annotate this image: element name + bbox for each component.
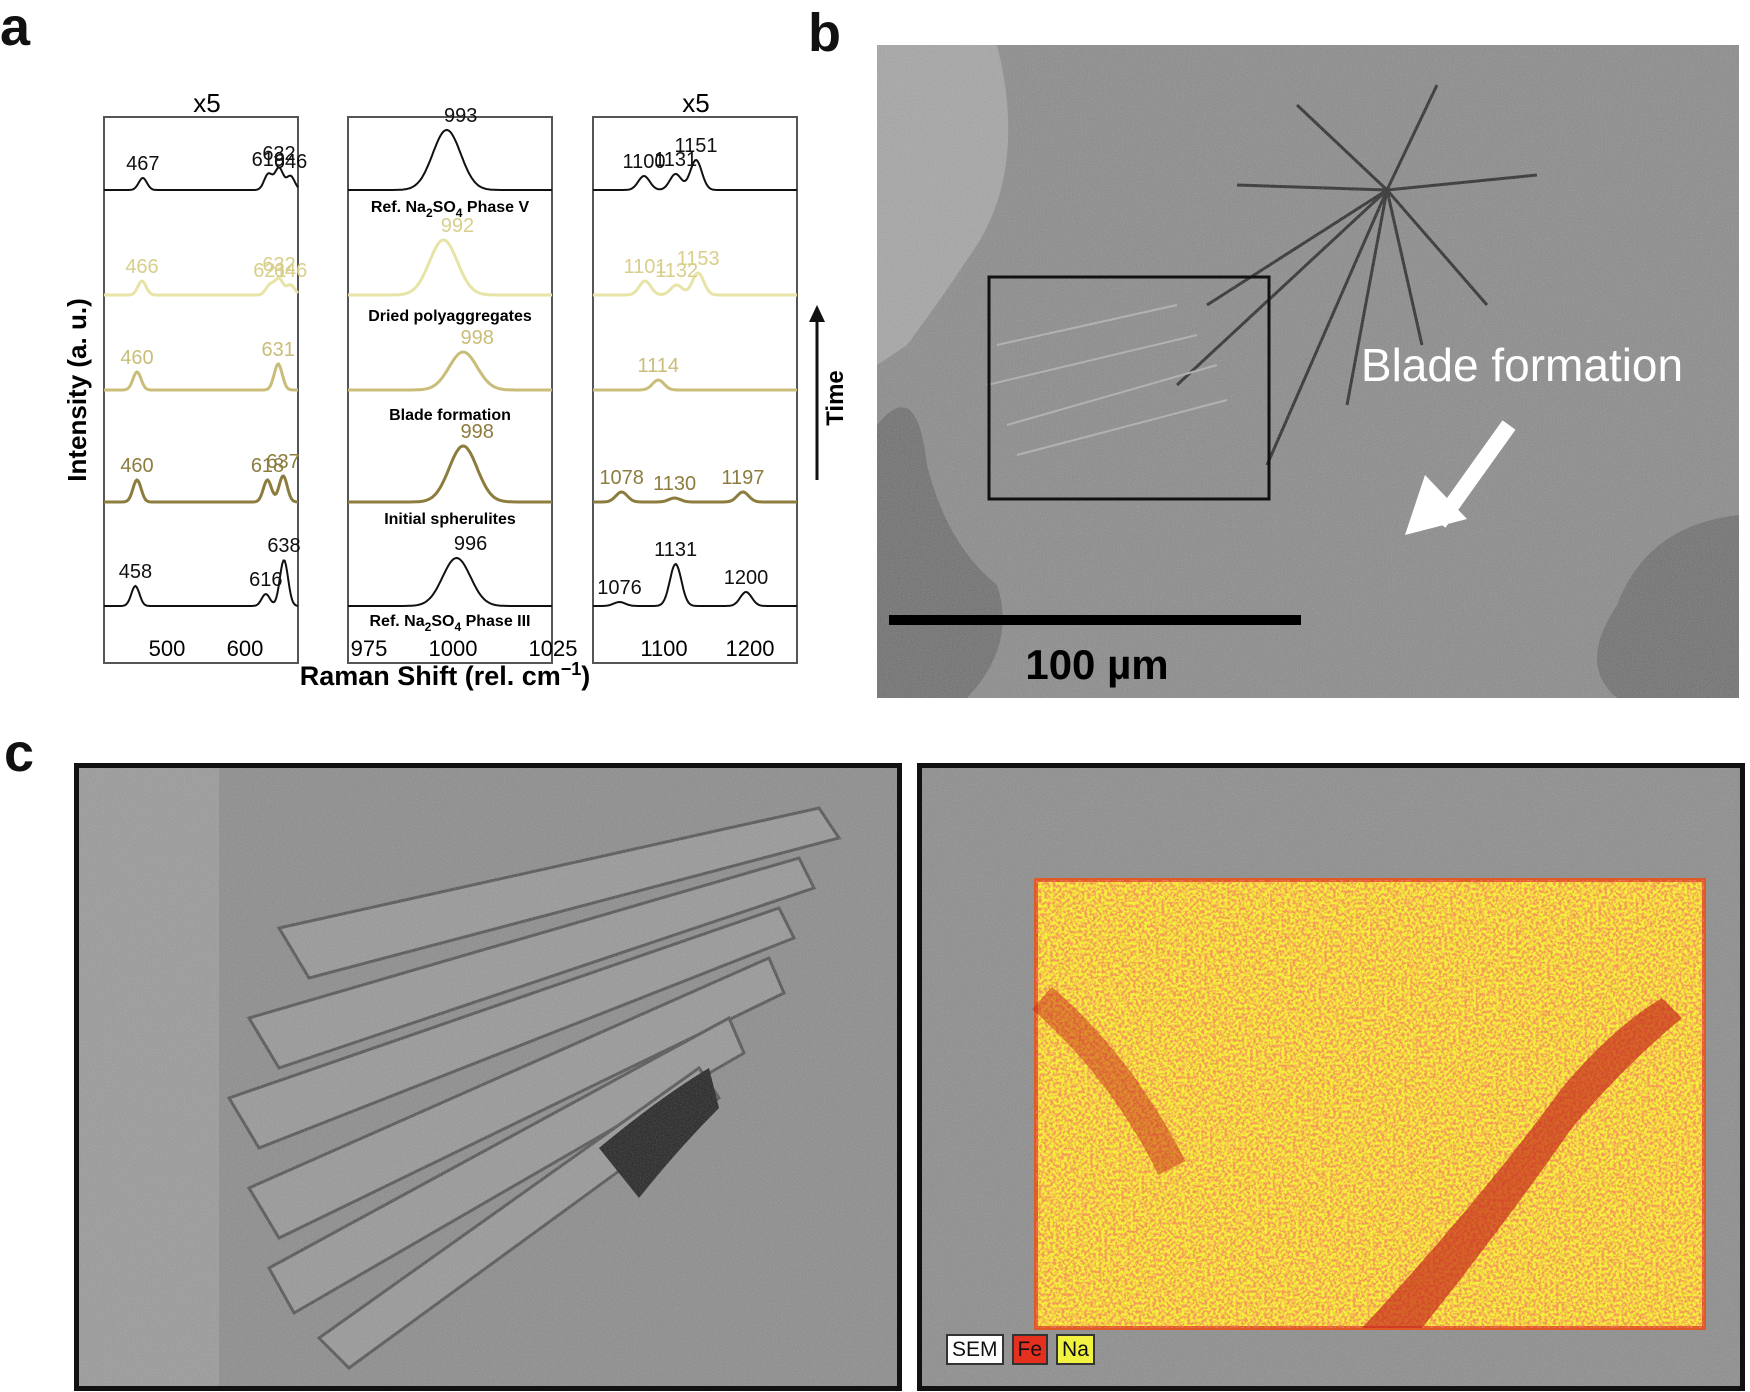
spectrum-right-1	[593, 271, 797, 297]
spectrum-right-3	[593, 490, 797, 504]
panel-label-b: b	[808, 3, 841, 63]
peak-label-left-2-1: 631	[262, 339, 295, 361]
spectrum-middle-4	[348, 556, 552, 607]
peak-label-left-4-2: 638	[267, 535, 300, 557]
spectrum-left-1	[104, 276, 300, 297]
peak-label-right-1-1: 1132	[655, 260, 698, 282]
peak-label-left-3-2: 637	[266, 451, 299, 473]
peak-label-right-1-2: 1153	[677, 248, 720, 270]
spectra-group	[104, 128, 797, 607]
peak-label-left-1-1: 621	[253, 260, 286, 282]
spectrum-middle-2	[348, 350, 552, 392]
peak-label-left-0-0: 467	[126, 153, 159, 175]
left-ticks: 500 600	[149, 636, 264, 661]
condition-label-dried: Dried polyaggregates	[368, 308, 532, 325]
peak-label-right-4-1: 1131	[654, 539, 697, 561]
spectrum-middle-0	[348, 128, 552, 191]
spectrum-right-2	[593, 378, 797, 392]
peak-label-middle-0-0: 993	[444, 105, 477, 127]
peak-label-left-1-0: 466	[125, 256, 158, 278]
legend-na: Na	[1056, 1334, 1095, 1366]
peak-label-left-1-3: 646	[274, 260, 307, 282]
scale-bar	[889, 615, 1301, 625]
sem-c-grain	[79, 768, 897, 1386]
peak-label-left-0-1: 619	[252, 149, 285, 171]
tick-500: 500	[149, 636, 186, 661]
scale-bar-label: 100 µm	[1025, 641, 1168, 688]
peak-label-left-4-0: 458	[119, 561, 152, 583]
peak-label-right-3-0: 1078	[599, 467, 644, 489]
tick-1100: 1100	[640, 636, 687, 661]
time-arrow: Time	[809, 305, 849, 480]
sem-image-c-left	[74, 763, 902, 1391]
tick-1025: 1025	[529, 636, 578, 661]
tick-1000: 1000	[429, 636, 478, 661]
right-ticks: 1100 1200	[640, 636, 774, 661]
x-axis-label-main: Raman Shift (rel. cm	[300, 661, 561, 691]
peak-label-middle-3-0: 998	[461, 421, 494, 443]
peak-label-left-4-1: 616	[249, 569, 282, 591]
x-axis-label: Raman Shift (rel. cm−1)	[300, 659, 591, 691]
tick-1200: 1200	[726, 636, 775, 661]
condition-label-phase-v: Ref. Na2SO4 Phase V	[371, 199, 530, 220]
x-axis-label-sup: −1	[561, 659, 582, 679]
spectrum-right-0	[593, 158, 797, 191]
peak-label-right-0-1: 1131	[654, 149, 697, 171]
spectrum-right-4	[593, 562, 797, 607]
spectrum-left-3	[104, 474, 299, 504]
tick-975: 975	[351, 636, 388, 661]
peak-label-right-2-0: 1114	[638, 355, 680, 377]
peak-label-left-0-3: 646	[274, 151, 307, 173]
spectrum-left-4	[104, 559, 299, 607]
peak-label-right-3-1: 1130	[653, 473, 696, 495]
peak-label-right-3-2: 1197	[721, 467, 764, 489]
panel-label-c: c	[4, 723, 35, 783]
condition-label-phase-iii: Ref. Na2SO4 Phase III	[370, 613, 531, 634]
legend-sem: SEM	[946, 1334, 1004, 1366]
spectrum-left-0	[104, 166, 299, 191]
peak-label-left-0-2: 632	[262, 143, 295, 165]
left-panel-title: x5	[193, 88, 220, 118]
edx-fe-band	[1032, 986, 1186, 1175]
blade-formation-label: Blade formation	[1361, 339, 1683, 391]
peak-label-right-0-2: 1151	[674, 135, 717, 157]
middle-ticks: 975 1000 1025	[351, 636, 578, 661]
peak-label-middle-4-0: 996	[454, 533, 487, 555]
spectrum-left-2	[104, 362, 298, 392]
peak-label-left-2-0: 460	[120, 347, 153, 369]
condition-label-initial: Initial spherulites	[384, 511, 516, 528]
condition-label-blade: Blade formation	[389, 407, 511, 424]
legend-fe: Fe	[1011, 1334, 1049, 1366]
peak-label-middle-2-0: 998	[461, 327, 494, 349]
peak-label-left-3-0: 460	[120, 455, 153, 477]
peak-label-left-3-1: 618	[251, 455, 284, 477]
peak-label-middle-1-0: 992	[441, 215, 474, 237]
sem-b-grain	[877, 45, 1739, 698]
spectrum-middle-3	[348, 444, 552, 504]
raman-chart: x5 x5 Intensity (a. u.) Raman Shift (rel…	[62, 88, 849, 691]
edx-legend: SEM Fe Na	[946, 1334, 1095, 1366]
y-axis-label: Intensity (a. u.)	[62, 298, 92, 481]
peak-label-right-4-2: 1200	[724, 567, 769, 589]
sem-image-b: Blade formation 100 µm	[877, 45, 1739, 698]
peak-label-right-0-0: 1100	[622, 151, 665, 173]
panel-label-a: a	[0, 0, 31, 57]
peak-label-right-4-0: 1076	[597, 577, 642, 599]
blade-arrow	[1405, 420, 1516, 535]
right-panel-title: x5	[682, 88, 709, 118]
time-label: Time	[822, 370, 849, 426]
edx-fe-crack	[1362, 998, 1682, 1328]
x-axis-label-close: )	[581, 661, 590, 691]
peak-label-right-1-0: 1101	[623, 256, 666, 278]
tick-600: 600	[227, 636, 264, 661]
peak-label-left-1-2: 632	[262, 254, 295, 276]
edx-map-c-right: SEM Fe Na	[917, 763, 1745, 1391]
zoom-region-box	[987, 275, 1271, 501]
spectrum-middle-1	[348, 238, 552, 297]
